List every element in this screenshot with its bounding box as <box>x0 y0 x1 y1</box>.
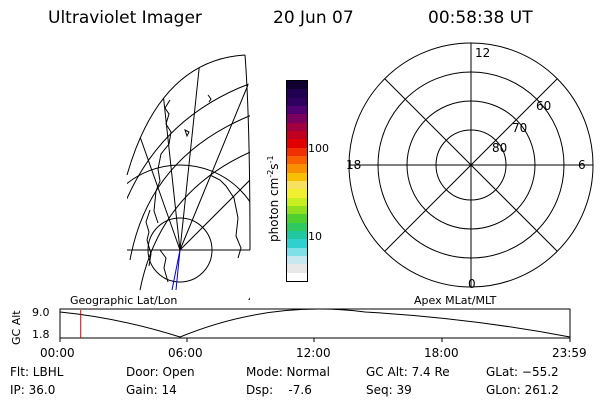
colorbar-label: photon cm-2s-1 <box>266 155 281 242</box>
colorbar-segment <box>287 239 307 248</box>
gcalt-info: GC Alt: 7.4 Re <box>366 365 450 379</box>
coastline <box>207 94 212 103</box>
xtick-1200: 12:00 <box>296 346 331 360</box>
colorbar-segment <box>287 122 307 132</box>
track-lines <box>171 249 181 291</box>
colorbar-label-exp2: -1 <box>266 155 275 164</box>
lat-circle <box>127 164 250 300</box>
xtick-0000: 00:00 <box>40 346 75 360</box>
polar-diagonal-2 <box>384 78 558 252</box>
coastline <box>184 129 190 138</box>
colorbar-segment <box>287 214 307 223</box>
xtick-1800: 18:00 <box>424 346 459 360</box>
colorbar-segment <box>287 114 307 123</box>
colorbar-segment <box>287 189 307 198</box>
colorbar-label-mid: s <box>267 163 281 170</box>
timeline-axis-title: GC Alt <box>10 310 23 345</box>
date-label: 20 Jun 07 <box>273 8 354 28</box>
map-border <box>244 54 251 251</box>
polar-plot: 12 6 18 0 60 70 80 <box>346 42 594 291</box>
time-label: 00:58:38 UT <box>428 8 533 28</box>
mode-info: Mode: Normal <box>246 365 330 379</box>
colorbar-segment <box>287 81 307 90</box>
colorbar <box>286 80 308 282</box>
instrument-title: Ultraviolet Imager <box>48 8 202 28</box>
lon-line <box>179 169 250 251</box>
colorbar-segment <box>287 264 307 273</box>
colorbar-label-exp1: -2 <box>266 169 275 178</box>
colorbar-segment <box>287 256 307 265</box>
glon-info: GLon: 261.2 <box>486 383 559 397</box>
seq-info: Seq: 39 <box>366 383 412 397</box>
coastline <box>145 209 152 267</box>
colorbar-tick-10: 10 <box>308 230 322 243</box>
mlt-label-6: 6 <box>578 158 586 172</box>
ip-info: IP: 36.0 <box>10 383 56 397</box>
lat-line <box>129 109 250 261</box>
colorbar-segment <box>287 131 307 140</box>
colorbar-segment <box>287 181 307 190</box>
colorbar-segment <box>287 272 307 281</box>
colorbar-segment <box>287 139 307 148</box>
glat-info: GLat: −55.2 <box>486 365 559 379</box>
filter-info: Flt: LBHL <box>10 365 64 379</box>
coastline <box>153 99 172 224</box>
colorbar-segment <box>287 89 307 98</box>
map-border <box>126 54 246 176</box>
lat-label-80: 80 <box>492 141 507 155</box>
door-info: Door: Open <box>126 365 195 379</box>
colorbar-segment <box>287 106 307 115</box>
colorbar-segment <box>287 231 307 240</box>
colorbar-segment <box>287 247 307 257</box>
lat-label-60: 60 <box>536 99 551 113</box>
colorbar-segment <box>287 97 307 107</box>
lon-line <box>179 79 250 251</box>
colorbar-label-text: photon cm <box>267 177 281 242</box>
colorbar-segment <box>287 164 307 173</box>
colorbar-segment <box>287 206 307 215</box>
mlt-label-18: 18 <box>346 158 361 172</box>
colorbar-tick-100: 100 <box>308 142 329 155</box>
lat-label-70: 70 <box>512 121 527 135</box>
timeline-ytick-1: 1.8 <box>32 328 50 341</box>
colorbar-segment <box>287 222 307 232</box>
colorbar-segment <box>287 172 307 182</box>
colorbar-segment <box>287 147 307 157</box>
coastline <box>209 174 242 259</box>
lat-line <box>127 79 250 251</box>
pole-circle <box>147 217 213 283</box>
timeline-ytick-9: 9.0 <box>32 306 50 319</box>
timeline-left-label: Geographic Lat/Lon <box>70 294 178 307</box>
lat-line <box>139 149 250 291</box>
mlt-label-0: 0 <box>468 277 476 291</box>
colorbar-segment <box>287 156 307 165</box>
dsp-info: Dsp: -7.6 <box>246 383 312 397</box>
mlt-label-12: 12 <box>475 46 490 60</box>
gain-info: Gain: 14 <box>126 383 177 397</box>
xtick-0600: 06:00 <box>168 346 203 360</box>
coastline <box>159 249 169 283</box>
xtick-2359: 23:59 <box>552 346 587 360</box>
colorbar-segment <box>287 197 307 207</box>
timeline-right-label: Apex MLat/MLT <box>414 294 497 307</box>
lon-line <box>179 59 201 251</box>
